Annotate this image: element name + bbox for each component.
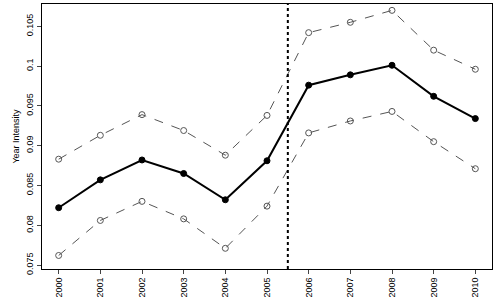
svg-text:2003: 2003 — [179, 278, 189, 298]
svg-text:2009: 2009 — [429, 278, 439, 298]
svg-text:0.095: 0.095 — [25, 93, 35, 116]
svg-text:2007: 2007 — [345, 278, 355, 298]
svg-text:2001: 2001 — [95, 278, 105, 298]
svg-text:2004: 2004 — [220, 278, 230, 298]
svg-text:0.085: 0.085 — [25, 173, 35, 196]
svg-text:2000: 2000 — [54, 278, 64, 298]
svg-text:2010: 2010 — [470, 278, 480, 298]
svg-text:0.105: 0.105 — [25, 14, 35, 37]
svg-text:0.09: 0.09 — [25, 136, 35, 154]
svg-text:Year Intensity: Year Intensity — [11, 109, 21, 164]
svg-text:2008: 2008 — [387, 278, 397, 298]
svg-text:2006: 2006 — [304, 278, 314, 298]
svg-text:2002: 2002 — [137, 278, 147, 298]
svg-text:0.1: 0.1 — [25, 58, 35, 71]
svg-text:0.075: 0.075 — [25, 252, 35, 275]
svg-text:2005: 2005 — [262, 278, 272, 298]
svg-text:0.08: 0.08 — [25, 215, 35, 233]
